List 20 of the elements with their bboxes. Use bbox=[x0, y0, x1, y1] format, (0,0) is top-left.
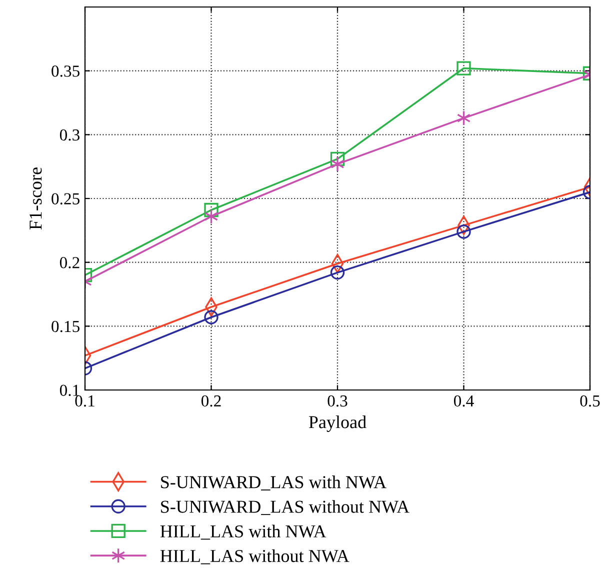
point bbox=[330, 265, 345, 280]
y-axis-title: F1-score bbox=[30, 168, 42, 230]
y-tick-label: 0.35 bbox=[52, 66, 80, 77]
legend-label: HILL_LAS without NWA bbox=[160, 549, 350, 564]
legend-label: S-UNIWARD_LAS with NWA bbox=[161, 476, 386, 490]
legend-label: HILL_LAS with NWA bbox=[160, 524, 326, 540]
x-tick-label: 0.5 bbox=[580, 395, 600, 407]
y-tick-label: 0.1 bbox=[60, 384, 80, 396]
x-tick-label: 0.3 bbox=[328, 395, 348, 407]
point bbox=[330, 152, 345, 166]
legend-label: S-UNIWARD_LAS without NWA bbox=[161, 500, 410, 516]
x-tick-label: 0.1 bbox=[75, 395, 94, 407]
x-axis-title: Payload bbox=[308, 416, 366, 432]
y-tick-label: 0.15 bbox=[52, 320, 80, 332]
y-tick-label: 0.2 bbox=[60, 257, 80, 268]
point bbox=[330, 156, 344, 172]
y-tick-label: 0.25 bbox=[52, 193, 80, 205]
x-tick-label: 0.2 bbox=[201, 395, 221, 407]
x-tick-label: 0.4 bbox=[454, 395, 474, 407]
y-tick-label: 0.3 bbox=[60, 129, 80, 141]
